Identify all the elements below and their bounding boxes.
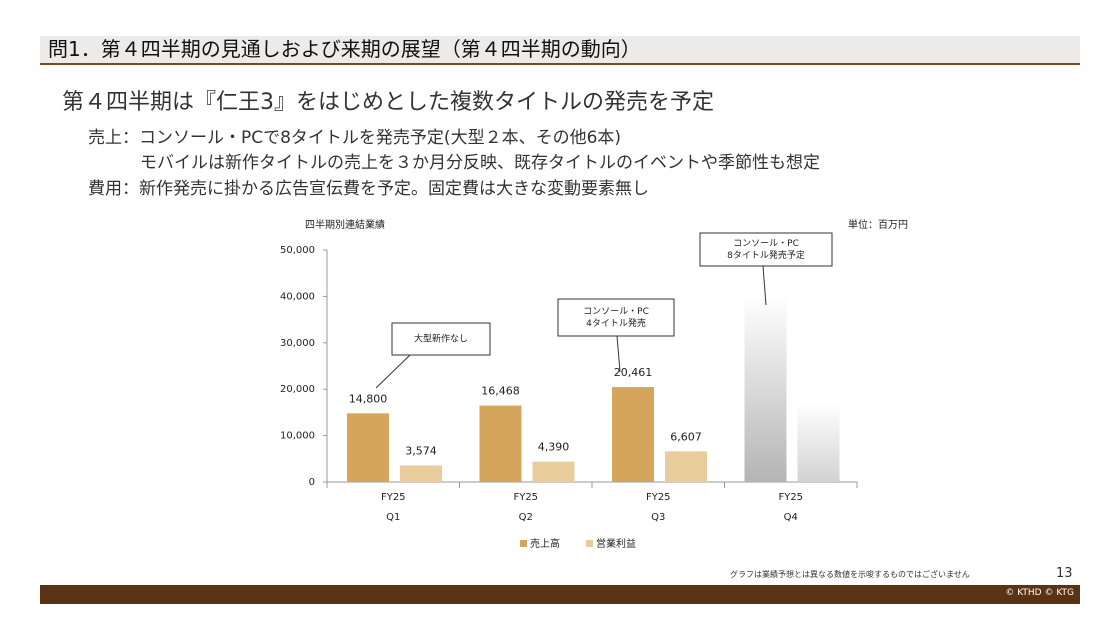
y-tick-label: 40,000 <box>280 291 315 302</box>
bar <box>347 413 389 482</box>
callout-line <box>375 354 411 389</box>
x-tick-label: FY25 <box>646 492 671 503</box>
callout-box <box>391 322 491 356</box>
y-tick-label: 50,000 <box>280 245 315 256</box>
x-tick-label: FY25 <box>778 492 803 503</box>
legend-swatch <box>586 540 593 547</box>
callout-text: コンソール・PC <box>583 307 649 317</box>
callout-line <box>762 265 767 306</box>
headline: 第４四半期は『仁王3』をはじめとした複数タイトルの発売を予定 <box>62 90 714 115</box>
value-label: 16,468 <box>481 385 520 398</box>
y-tick-label: 20,000 <box>280 384 315 395</box>
chart-title: 四半期別連結業績 <box>305 218 385 231</box>
callout-text: 大型新作なし <box>414 333 468 345</box>
legend-swatch <box>520 540 527 547</box>
value-label: 20,461 <box>614 366 653 379</box>
bar <box>744 296 787 482</box>
x-tick-label: Q2 <box>519 512 533 523</box>
callout-text: コンソール・PC <box>733 239 799 249</box>
unit-label: 単位：百万円 <box>848 218 908 231</box>
x-tick-label: FY25 <box>513 492 538 503</box>
bar <box>665 451 707 482</box>
callout-text: 4タイトル発売 <box>586 317 646 329</box>
y-tick-label: 30,000 <box>280 338 315 349</box>
callout-box <box>557 298 675 337</box>
callout-text: 8タイトル発売予定 <box>727 249 805 261</box>
bullet: モバイルは新作タイトルの売上を３か月分反映、既存タイトルのイベントや季節性も想定 <box>140 153 820 173</box>
copyright: © KTHD © KTG <box>1005 588 1074 598</box>
x-tick-label: Q3 <box>651 512 665 523</box>
value-label: 6,607 <box>670 430 702 443</box>
y-tick-label: 10,000 <box>280 431 315 442</box>
bar <box>532 461 575 482</box>
page-number: 13 <box>1056 566 1073 581</box>
callout-line <box>616 335 621 373</box>
bar <box>479 405 522 482</box>
bullet: 売上：コンソール・PCで8タイトルを発売予定(大型２本、その他6本) <box>88 128 622 148</box>
value-label: 4,390 <box>538 441 570 454</box>
callout-box <box>699 232 833 267</box>
x-tick-label: FY25 <box>381 492 406 503</box>
header-band <box>40 36 1080 65</box>
x-tick-label: Q1 <box>386 512 400 523</box>
bar <box>400 465 442 482</box>
footer-bar <box>40 585 1080 604</box>
legend-label: 売上高 <box>530 537 560 550</box>
bar <box>797 403 840 482</box>
value-label: 14,800 <box>349 392 388 405</box>
value-label: 3,574 <box>405 444 437 457</box>
footnote: グラフは業績予想とは異なる数値を示唆するものではございません <box>730 570 970 579</box>
x-tick-label: Q4 <box>784 512 798 523</box>
header-title: 問1．第４四半期の見通しおよび来期の展望（第４四半期の動向） <box>48 37 641 61</box>
legend-label: 営業利益 <box>596 537 636 550</box>
bullet: 費用：新作発売に掛かる広告宣伝費を予定。固定費は大きな変動要素無し <box>88 179 649 199</box>
y-tick-label: 0 <box>309 477 315 488</box>
bar <box>612 387 654 482</box>
